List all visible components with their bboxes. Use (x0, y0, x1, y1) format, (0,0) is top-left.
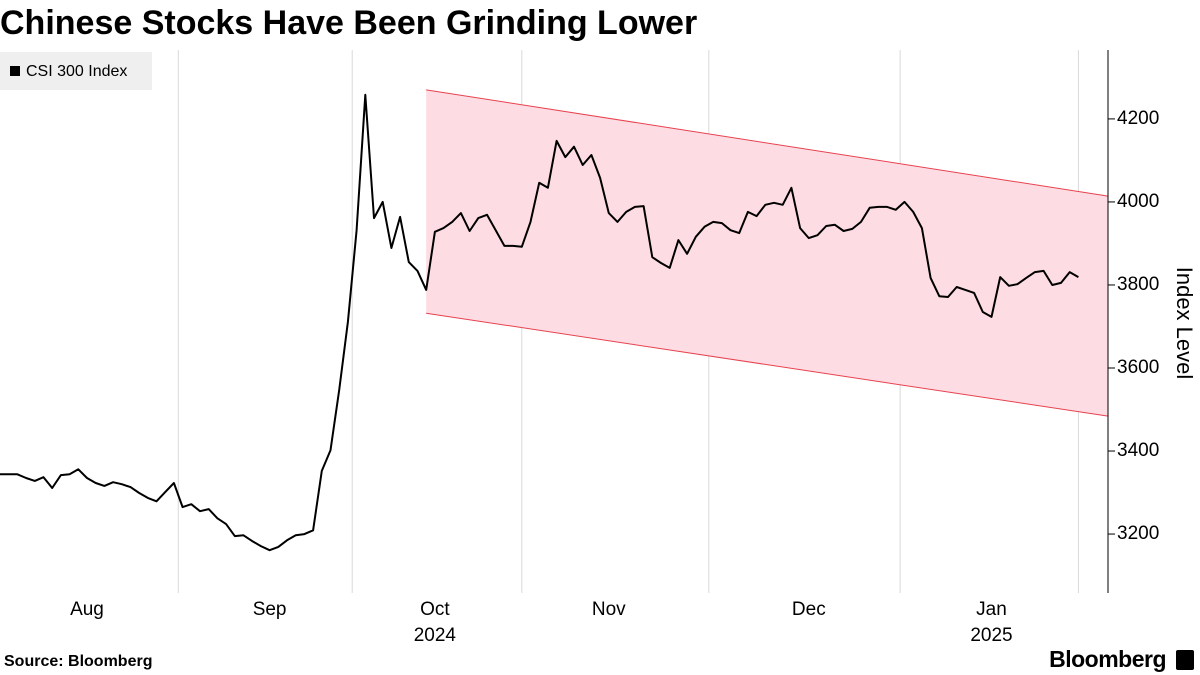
y-axis-label: Index Level (1172, 267, 1197, 380)
y-tick-label: 3200 (1117, 523, 1159, 544)
y-tick-label: 4200 (1117, 108, 1159, 129)
x-tick-label: Dec (792, 599, 826, 620)
series-line (0, 93, 1079, 552)
source: Source: Bloomberg (4, 653, 152, 670)
legend-box (0, 52, 152, 90)
channel-lower (426, 312, 1109, 417)
x-tick-label: Sep (253, 599, 287, 620)
y-tick-label: 4000 (1117, 191, 1159, 212)
x-tick-year: 2024 (414, 625, 457, 646)
channel-area (426, 89, 1109, 417)
chart-title: Chinese Stocks Have Been Grinding Lower (0, 4, 697, 42)
legend-swatch (10, 66, 20, 76)
brand-icon (1176, 650, 1194, 670)
x-tick-label: Oct (420, 599, 450, 620)
legend-label: CSI 300 Index (26, 63, 127, 80)
channel-upper (426, 89, 1109, 197)
brand: Bloomberg (1049, 646, 1166, 672)
x-tick-label: Nov (592, 599, 626, 620)
y-tick-label: 3800 (1117, 274, 1159, 295)
x-tick-year: 2025 (970, 625, 1012, 646)
y-tick-label: 3600 (1117, 357, 1159, 378)
x-tick-label: Aug (70, 599, 104, 620)
x-tick-label: Jan (976, 599, 1007, 620)
y-tick-label: 3400 (1117, 440, 1159, 461)
